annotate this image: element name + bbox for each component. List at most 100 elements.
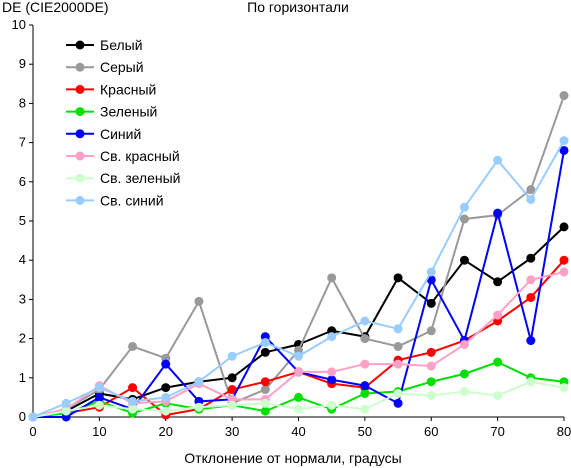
data-point: [161, 406, 171, 416]
data-point: [559, 267, 569, 277]
data-point: [526, 377, 536, 387]
data-point: [128, 341, 138, 351]
data-point: [260, 338, 270, 348]
x-tick-label: 60: [424, 424, 438, 439]
data-point: [559, 145, 569, 155]
legend-item: Синий: [66, 126, 141, 142]
axes: 0 1 2 3 4 5 6 7 8 9 10 0 10 20 30 40 50 60 70 80: [12, 17, 571, 439]
data-point: [459, 202, 469, 212]
y-tick-label: 4: [19, 252, 26, 267]
data-point: [28, 412, 38, 422]
series-line: [32, 226, 565, 418]
data-point: [559, 136, 569, 146]
data-point: [426, 326, 436, 336]
data-point: [526, 336, 536, 346]
data-point: [360, 381, 370, 391]
series-5: [28, 145, 569, 422]
data-point: [426, 390, 436, 400]
data-point: [161, 383, 171, 393]
data-point: [94, 392, 104, 402]
data-point: [493, 208, 503, 218]
data-point: [360, 388, 370, 398]
data-point: [393, 341, 403, 351]
data-point: [260, 406, 270, 416]
data-point: [526, 185, 536, 195]
data-point: [194, 377, 204, 387]
y-tick-label: 9: [19, 56, 26, 71]
data-point: [393, 359, 403, 369]
data-point: [493, 310, 503, 320]
data-point: [526, 275, 536, 285]
y-tick-label: 7: [19, 135, 26, 150]
data-point: [426, 298, 436, 308]
data-point: [327, 375, 337, 385]
data-point: [459, 387, 469, 397]
legend-label: Св. красный: [100, 148, 180, 164]
data-point: [559, 222, 569, 232]
legend-label: Синий: [100, 126, 141, 142]
data-point: [327, 332, 337, 342]
legend-item: Серый: [66, 59, 144, 75]
series-line: [33, 150, 565, 418]
data-point: [426, 377, 436, 387]
data-point: [327, 400, 337, 410]
data-point: [260, 398, 270, 408]
data-point: [61, 406, 71, 416]
x-tick-label: 80: [557, 424, 571, 439]
y-tick-label: 8: [19, 95, 26, 110]
data-point: [227, 351, 237, 361]
y-tick-label: 1: [19, 370, 26, 385]
data-point: [260, 385, 270, 395]
legend-label: Красный: [100, 81, 156, 97]
data-point: [526, 253, 536, 263]
data-point: [559, 383, 569, 393]
legend-marker: [75, 195, 85, 205]
data-point: [227, 373, 237, 383]
data-point: [360, 359, 370, 369]
legend-item: Белый: [66, 37, 143, 53]
data-point: [61, 398, 71, 408]
data-point: [393, 324, 403, 334]
y-tick-label: 10: [12, 17, 26, 32]
y-axis-label: DE (CIE2000DE): [2, 0, 109, 15]
data-point: [459, 369, 469, 379]
y-tick-label: 3: [19, 291, 26, 306]
legend-label: Белый: [100, 37, 143, 53]
legend-label: Зеленый: [100, 104, 157, 120]
data-point: [94, 400, 104, 410]
legend-marker: [75, 62, 85, 72]
series-8: [28, 136, 569, 422]
data-point: [360, 316, 370, 326]
x-tick-label: 50: [358, 424, 372, 439]
data-point: [327, 367, 337, 377]
y-tick-label: 0: [19, 409, 26, 424]
legend-item: Зеленый: [66, 104, 157, 120]
chart-title: По горизонтали: [247, 0, 349, 15]
legend-item: Св. синий: [66, 192, 164, 208]
data-point: [559, 91, 569, 101]
legend-item: Св. красный: [66, 148, 180, 164]
data-point: [459, 214, 469, 224]
legend-label: Серый: [100, 59, 144, 75]
data-point: [161, 359, 171, 369]
data-point: [526, 194, 536, 204]
data-point: [260, 377, 270, 387]
data-point: [327, 273, 337, 283]
data-point: [194, 402, 204, 412]
data-point: [426, 267, 436, 277]
data-point: [493, 357, 503, 367]
x-tick-label: 0: [29, 424, 36, 439]
x-tick-label: 20: [159, 424, 173, 439]
data-point: [393, 388, 403, 398]
data-point: [128, 396, 138, 406]
y-tick-label: 5: [19, 213, 26, 228]
data-point: [128, 404, 138, 414]
data-point: [360, 404, 370, 414]
x-tick-label: 40: [291, 424, 305, 439]
data-point: [459, 255, 469, 265]
data-point: [393, 273, 403, 283]
x-axis-label: Отклонение от нормали, градусы: [184, 450, 401, 466]
data-point: [493, 390, 503, 400]
legend-item: Св. зеленый: [66, 170, 180, 186]
data-point: [526, 292, 536, 302]
